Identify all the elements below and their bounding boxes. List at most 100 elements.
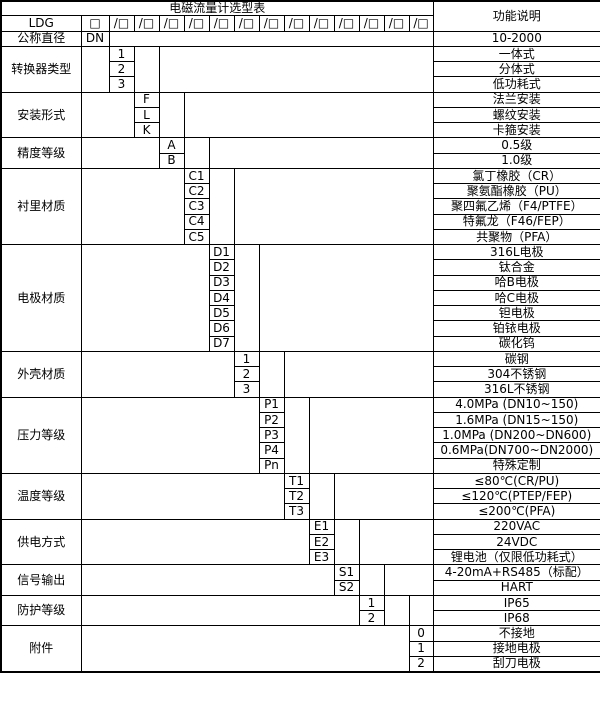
- model-slot-box: /□: [333, 14, 360, 32]
- table-row: 2 刮刀电极: [1, 655, 600, 673]
- spacer-cell: [80, 396, 260, 474]
- model-slot-box: /□: [133, 14, 160, 32]
- option-code: P1: [258, 396, 285, 413]
- spacer-cell: [308, 472, 335, 520]
- option-desc: 一体式: [432, 45, 600, 63]
- option-code: C1: [183, 167, 210, 185]
- category-label: 公称直径: [0, 30, 82, 47]
- option-desc: 氯丁橡胶（CR）: [432, 167, 600, 185]
- option-desc: 刮刀电极: [432, 655, 600, 673]
- option-code: T2: [283, 488, 310, 505]
- option-code: D5: [208, 305, 235, 322]
- spacer-cell: [283, 396, 310, 474]
- option-code: T1: [283, 472, 310, 490]
- table-row: 2 IP68: [1, 610, 600, 627]
- option-code: 3: [108, 76, 135, 93]
- spacer-cell: [80, 594, 360, 627]
- category-label: 衬里材质: [0, 167, 82, 246]
- option-code: P3: [258, 427, 285, 444]
- option-desc: 不接地: [432, 625, 600, 642]
- option-code: C4: [183, 213, 210, 230]
- option-desc: 铂铱电极: [432, 320, 600, 337]
- table-row: 衬里材质 C1 氯丁橡胶（CR）: [0, 167, 600, 246]
- option-desc: 0.6MPa(DN700~DN2000): [432, 442, 600, 459]
- option-desc: 24VDC: [432, 533, 600, 551]
- spacer-cell: [258, 350, 285, 398]
- option-desc: 304不锈钢: [432, 366, 600, 383]
- table-row: 信号输出 S1 4-20mA+RS485（标配）: [0, 564, 600, 596]
- spacer-cell: [80, 564, 335, 596]
- option-desc: 特氟龙（F46/FEP）: [432, 213, 600, 230]
- model-slot-box: /□: [208, 14, 235, 32]
- option-desc: 0.5级: [432, 137, 600, 154]
- option-desc: 分体式: [432, 61, 600, 78]
- category-label: 外壳材质: [0, 350, 82, 398]
- table-row: C4 特氟龙（F46/FEP）: [1, 213, 600, 230]
- spacer-cell: [158, 91, 185, 139]
- option-desc: 法兰安装: [432, 91, 600, 108]
- option-desc: 4.0MPa (DN10~150): [432, 396, 600, 413]
- table-row: D4 哈C电极: [1, 289, 600, 307]
- table-row: L 螺纹安装: [1, 106, 600, 124]
- spacer-cell: [408, 594, 434, 627]
- table-row: 附件 0 不接地: [0, 625, 600, 673]
- category-label: 转换器类型: [0, 45, 82, 93]
- category-label: 防护等级: [0, 594, 82, 627]
- model-slot-box: /□: [183, 14, 210, 32]
- option-code: D7: [208, 335, 235, 352]
- table-row: 精度等级 A 0.5级: [0, 137, 600, 169]
- option-desc: ≤120℃(PTEP/FEP): [432, 488, 600, 505]
- spacer-cell: [133, 45, 160, 93]
- spacer-cell: [208, 137, 434, 169]
- model-slot-box: /□: [158, 14, 185, 32]
- table-row: 3 316L不锈钢: [1, 381, 600, 398]
- category-label: 温度等级: [0, 472, 82, 520]
- flowmeter-selection-table: 电磁流量计选型表 功能说明 LDG □/□/□/□/□/□/□/□/□/□/□/□/□…: [0, 0, 600, 673]
- option-desc: 316L电极: [432, 244, 600, 261]
- category-label: 信号输出: [0, 564, 82, 596]
- spacer-cell: [80, 91, 135, 139]
- spacer-cell: [80, 167, 185, 246]
- table-row: 压力等级 P1 4.0MPa (DN10~150): [0, 396, 600, 474]
- option-code: D2: [208, 259, 235, 276]
- option-desc: ≤200℃(PFA): [432, 503, 600, 520]
- option-desc: 220VAC: [432, 518, 600, 535]
- model-slot-box: /□: [408, 14, 434, 32]
- spacer-cell: [80, 350, 235, 398]
- option-desc: 低功耗式: [432, 76, 600, 93]
- table-row: 转换器类型 1 一体式: [0, 45, 600, 93]
- category-label: 供电方式: [0, 518, 82, 566]
- option-desc: 聚氨酯橡胶（PU）: [432, 183, 600, 200]
- option-code: 2: [408, 655, 434, 673]
- spacer-cell: [283, 350, 434, 398]
- option-code: K: [133, 122, 160, 139]
- spacer-cell: [208, 167, 235, 246]
- spacer-cell: [80, 625, 410, 673]
- option-code: 2: [233, 366, 260, 383]
- table-row: 2 304不锈钢: [1, 366, 600, 383]
- option-code: DN: [80, 30, 110, 47]
- spacer-cell: [233, 167, 434, 246]
- table-row: C5 共聚物（PFA）: [1, 228, 600, 246]
- model-slot-box: /□: [358, 14, 385, 32]
- option-code: D4: [208, 289, 235, 307]
- spacer-cell: [80, 472, 285, 520]
- option-code: A: [158, 137, 185, 154]
- option-code: L: [133, 106, 160, 124]
- option-desc: 钛合金: [432, 259, 600, 276]
- spacer-cell: [183, 137, 210, 169]
- option-code: 0: [408, 625, 434, 642]
- option-code: 1: [108, 45, 135, 63]
- option-desc: 共聚物（PFA）: [432, 228, 600, 246]
- spacer-cell: [333, 472, 434, 520]
- option-desc: 碳钢: [432, 350, 600, 368]
- spacer-cell: [80, 45, 110, 93]
- table-row: 电磁流量计选型表 功能说明: [0, 0, 600, 32]
- option-code: E2: [308, 533, 335, 551]
- model-slot-box: /□: [383, 14, 410, 32]
- table-row: 防护等级 1 IP65: [0, 594, 600, 627]
- dn-code-box: □: [80, 14, 110, 32]
- spacer-cell: [383, 594, 410, 627]
- option-code: C3: [183, 198, 210, 215]
- option-code: D6: [208, 320, 235, 337]
